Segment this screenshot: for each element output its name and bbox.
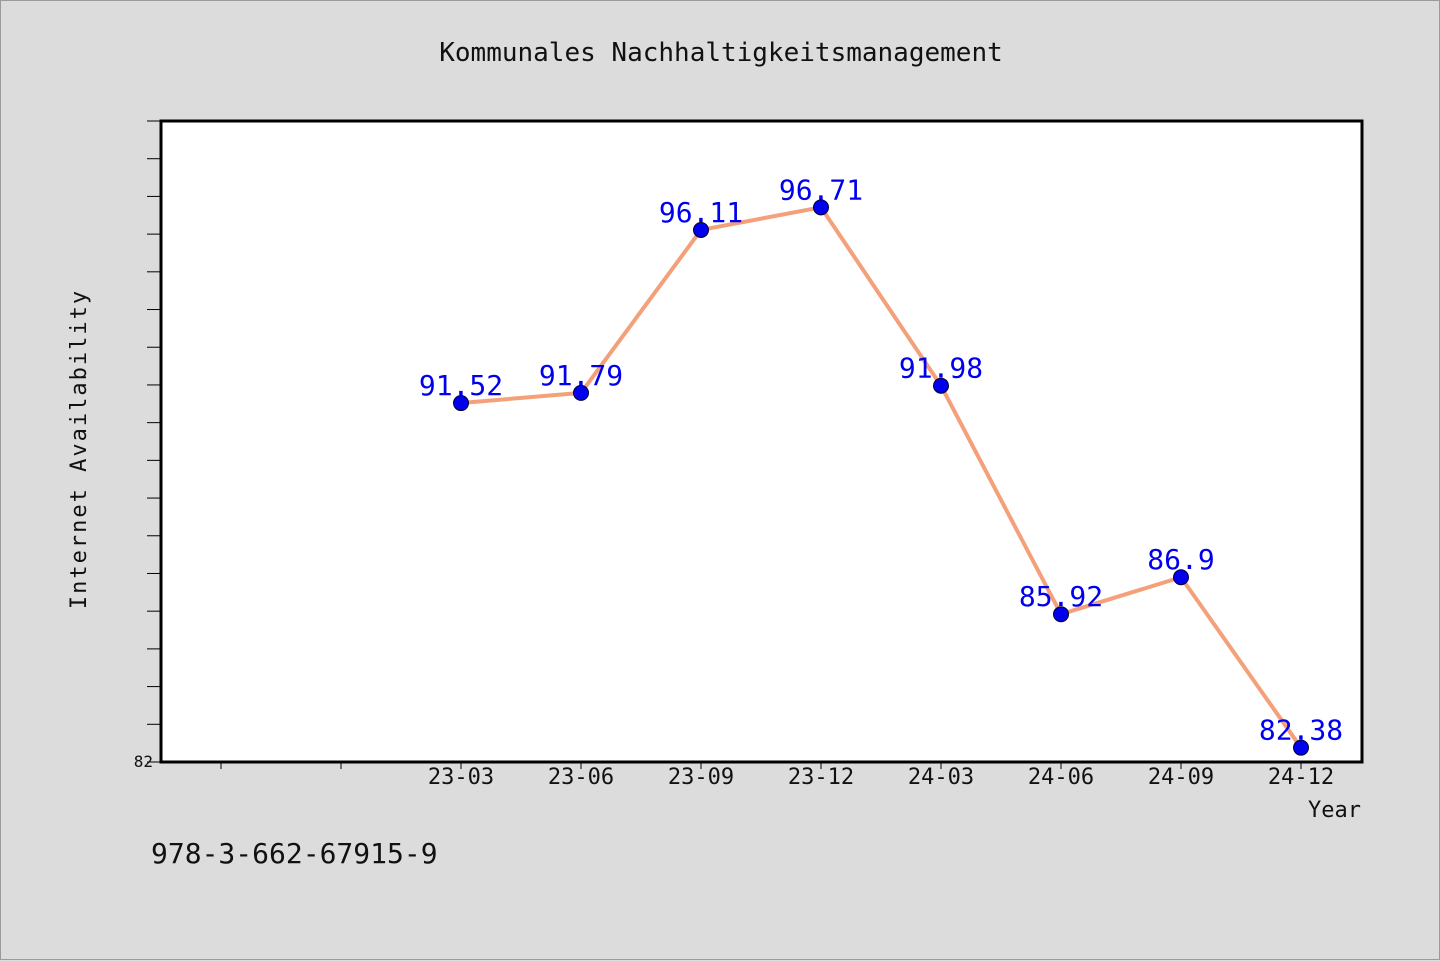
data-label: 96.11 [659,196,743,229]
y-axis-ticks: 82 [134,120,161,771]
data-point [813,199,829,216]
x-tick-label: 24-06 [1028,765,1094,790]
data-label: 91.52 [419,369,503,402]
data-label: 96.71 [779,173,863,206]
plot-area [159,119,1364,764]
x-tick-label: 24-09 [1148,765,1214,790]
data-point [1173,569,1189,586]
data-point [573,384,589,401]
data-labels: 91.52 91.79 96.11 96.71 91.98 85.92 86.9 82.38 [419,173,1343,746]
x-tick-label: 23-03 [428,765,494,790]
chart-title: Kommunales Nachhaltigkeitsmanagement [439,38,1003,68]
data-label: 82.38 [1259,714,1343,747]
x-tick-label: 24-03 [908,765,974,790]
data-label: 86.9 [1147,543,1214,576]
series-line [460,205,1303,749]
footer-code: 978-3-662-67915-9 [151,837,438,870]
data-label: 91.98 [899,352,983,385]
x-tick-label: 23-06 [548,765,614,790]
data-point [1053,606,1069,623]
x-axis-label: Year [1308,798,1361,823]
y-tick-label: 82 [134,752,153,771]
series-line-group [453,199,1309,756]
data-label: 91.79 [539,359,623,392]
x-tick-label: 23-09 [668,765,734,790]
x-tick-label: 24-12 [1268,765,1334,790]
x-tick-label: 23-12 [788,765,854,790]
x-axis-ticks: 23-03 23-06 23-09 23-12 24-03 24-06 24-09 24-12 [220,762,1334,790]
data-label: 85.92 [1019,580,1103,613]
data-point [933,377,949,394]
data-point [453,395,469,412]
y-axis-label: Internet Availability [67,289,92,609]
data-point [1293,739,1309,756]
data-point [693,221,709,238]
